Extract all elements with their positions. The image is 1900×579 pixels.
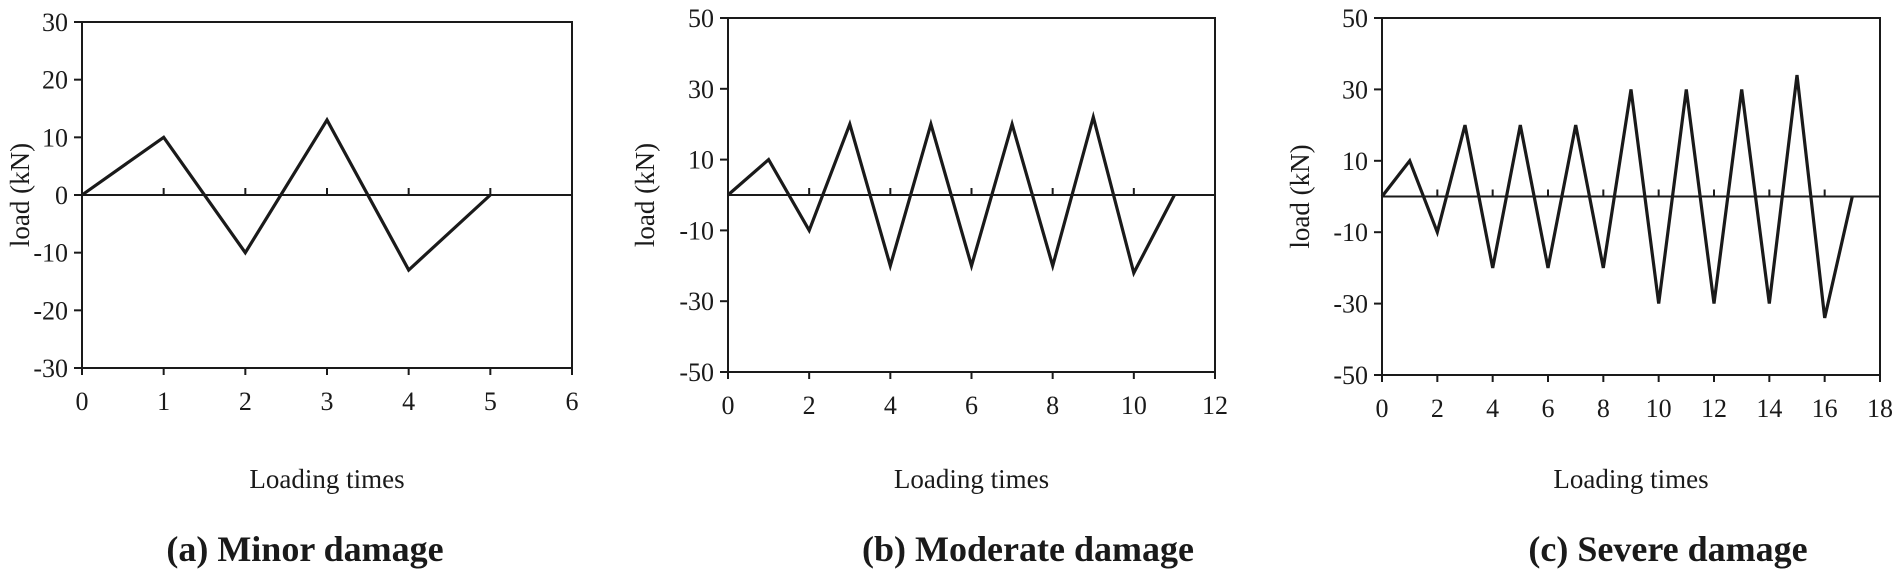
chart-panel-3: 50 30 10 -10 -30 -50 0 2 4 6 8 10 12 14 16 18 load (kN) L…: [1285, 4, 1893, 494]
x-tick-label: 2: [239, 387, 252, 416]
chart-panel-2: 50 30 10 -10 -30 -50 0 2 4 6 8 10 12 load (kN) Loading…: [630, 4, 1228, 494]
load-series-line: [1380, 74, 1854, 319]
y-tick-label: -10: [1333, 218, 1368, 247]
x-tick-label: 8: [1046, 391, 1059, 420]
x-tick-label: 14: [1756, 394, 1782, 423]
y-tick-label: 30: [42, 8, 68, 37]
x-axis-title: Loading times: [1553, 464, 1708, 494]
x-tick-label: 0: [76, 387, 89, 416]
x-tick-label: 6: [566, 387, 579, 416]
y-tick-label: -10: [33, 239, 68, 268]
x-tick-label: 4: [1486, 394, 1499, 423]
y-tick-label: -50: [1333, 361, 1368, 390]
x-tick-label: 10: [1121, 391, 1147, 420]
y-tick-label: 10: [1342, 147, 1368, 176]
x-tick-label: 12: [1701, 394, 1727, 423]
load-series-line: [726, 110, 1176, 278]
y-tick-label: 50: [688, 4, 714, 33]
x-tick-label: 2: [803, 391, 816, 420]
x-tick-label: 12: [1202, 391, 1228, 420]
x-tick-label: 2: [1431, 394, 1444, 423]
y-tick-label: -30: [1333, 290, 1368, 319]
x-axis-title: Loading times: [249, 464, 404, 494]
x-tick-label: 10: [1646, 394, 1672, 423]
x-tick-label: 1: [157, 387, 170, 416]
caption-moderate-damage: (b) Moderate damage: [862, 529, 1194, 569]
y-axis-title: load (kN): [1285, 144, 1315, 248]
caption-minor-damage: (a) Minor damage: [166, 529, 444, 569]
y-tick-label: -30: [33, 354, 68, 383]
y-tick-label: 20: [42, 66, 68, 95]
x-tick-label: 4: [884, 391, 897, 420]
x-tick-label: 3: [321, 387, 334, 416]
x-tick-label: 4: [402, 387, 415, 416]
x-axis-title: Loading times: [894, 464, 1049, 494]
caption-severe-damage: (c) Severe damage: [1528, 529, 1808, 569]
x-tick-label: 0: [722, 391, 735, 420]
y-tick-label: -50: [679, 358, 714, 387]
x-tick-label: 8: [1597, 394, 1610, 423]
y-tick-label: 10: [42, 123, 68, 152]
y-axis-title: load (kN): [630, 143, 660, 247]
y-tick-label: -20: [33, 296, 68, 325]
load-series-line: [81, 116, 492, 273]
chart-panel-1: 30 20 10 0 -10 -20 -30 0 1 2 3 4 5 6 load (kN) Loading …: [5, 8, 579, 494]
y-tick-label: 50: [1342, 4, 1368, 33]
y-tick-label: 0: [55, 181, 68, 210]
x-tick-label: 16: [1812, 394, 1838, 423]
y-tick-label: -30: [679, 287, 714, 316]
x-tick-label: 5: [484, 387, 497, 416]
x-tick-label: 0: [1376, 394, 1389, 423]
y-tick-label: 30: [1342, 75, 1368, 104]
x-tick-label: 6: [1542, 394, 1555, 423]
y-tick-label: 30: [688, 75, 714, 104]
y-axis-title: load (kN): [5, 143, 35, 247]
x-tick-label: 18: [1867, 394, 1893, 423]
x-tick-label: 6: [965, 391, 978, 420]
y-tick-label: 10: [688, 146, 714, 175]
y-tick-label: -10: [679, 216, 714, 245]
